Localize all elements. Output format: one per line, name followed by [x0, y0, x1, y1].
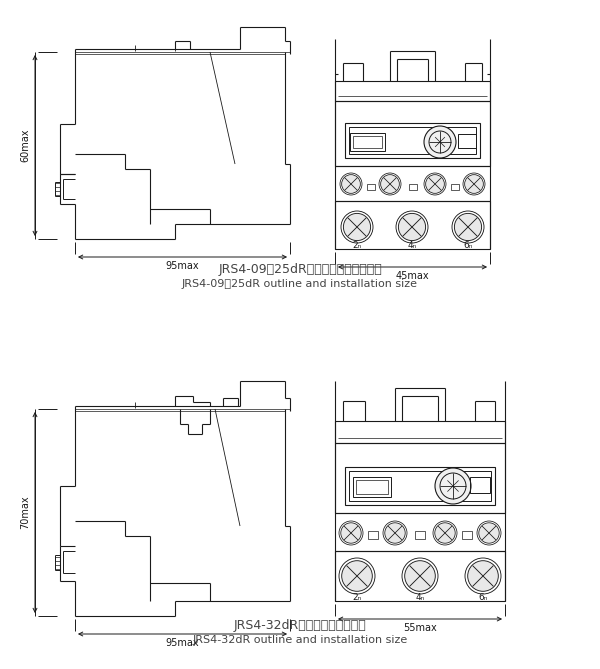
- Text: 95max: 95max: [166, 261, 199, 271]
- Bar: [458, 134, 476, 148]
- Bar: [335, 101, 490, 166]
- Bar: [345, 467, 495, 505]
- Text: JRS4-09～25dR的外形尺寸与安装尺寸: JRS4-09～25dR的外形尺寸与安装尺寸: [218, 262, 382, 276]
- Bar: [353, 477, 391, 497]
- Text: 45max: 45max: [395, 271, 430, 281]
- Circle shape: [385, 522, 405, 543]
- Bar: [349, 471, 491, 501]
- Circle shape: [425, 175, 445, 193]
- Circle shape: [468, 561, 499, 591]
- Text: 2ₙ: 2ₙ: [352, 593, 362, 601]
- Bar: [55, 565, 60, 569]
- Circle shape: [343, 213, 371, 241]
- Bar: [462, 531, 472, 539]
- Bar: [409, 184, 417, 190]
- Bar: [353, 136, 382, 148]
- Circle shape: [435, 468, 471, 504]
- Circle shape: [464, 175, 484, 193]
- Circle shape: [424, 126, 456, 158]
- Text: 4ₙ: 4ₙ: [415, 593, 425, 601]
- Bar: [335, 81, 490, 101]
- Bar: [350, 133, 385, 151]
- Circle shape: [479, 522, 499, 543]
- Text: 4ₙ: 4ₙ: [407, 240, 416, 250]
- Circle shape: [341, 175, 361, 193]
- Text: 55max: 55max: [403, 623, 437, 633]
- Bar: [55, 557, 60, 561]
- Circle shape: [435, 522, 455, 543]
- Circle shape: [404, 561, 436, 591]
- Bar: [470, 477, 490, 493]
- Text: 6ₙ: 6ₙ: [463, 240, 473, 250]
- Bar: [335, 201, 490, 249]
- Bar: [415, 531, 425, 539]
- Circle shape: [454, 213, 482, 241]
- Bar: [55, 183, 60, 187]
- Text: 6ₙ: 6ₙ: [478, 593, 488, 601]
- Bar: [349, 127, 476, 154]
- Text: 60max: 60max: [20, 128, 30, 163]
- Bar: [367, 184, 375, 190]
- Circle shape: [398, 213, 425, 241]
- Bar: [335, 443, 505, 513]
- Bar: [368, 531, 378, 539]
- Bar: [451, 184, 459, 190]
- Bar: [335, 421, 505, 443]
- Text: JRS4-09～25dR outline and installation size: JRS4-09～25dR outline and installation si…: [182, 279, 418, 289]
- Bar: [345, 123, 480, 158]
- Circle shape: [380, 175, 400, 193]
- Text: JRS4-32dR的外形尺寸安装尺寸: JRS4-32dR的外形尺寸安装尺寸: [233, 619, 367, 632]
- Text: 95max: 95max: [166, 638, 199, 648]
- Bar: [356, 480, 388, 494]
- Text: 70max: 70max: [20, 496, 30, 529]
- Bar: [55, 191, 60, 195]
- Circle shape: [342, 561, 372, 591]
- Text: JRS4-32dR outline and installation size: JRS4-32dR outline and installation size: [193, 635, 407, 645]
- Bar: [335, 551, 505, 601]
- Circle shape: [341, 522, 361, 543]
- Text: 2ₙ: 2ₙ: [352, 240, 362, 250]
